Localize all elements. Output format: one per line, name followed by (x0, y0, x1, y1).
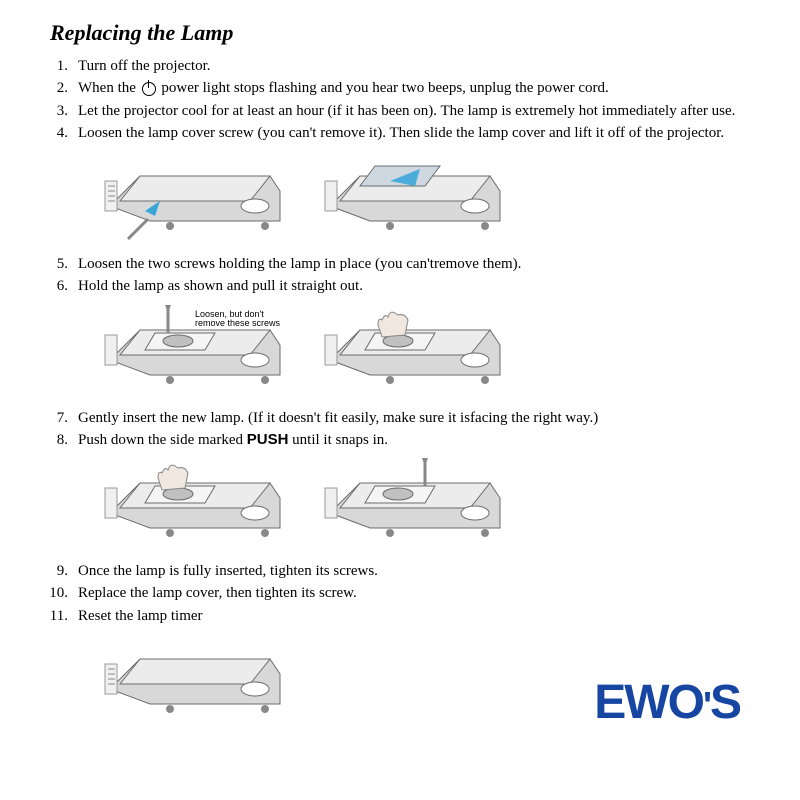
step-11: 11. Reset the lamp timer (40, 606, 770, 626)
projector-diagram (100, 151, 290, 246)
step-7: 7. Gently insert the new lamp. (If it doe… (40, 408, 770, 428)
step-text-after: until it snaps in. (288, 432, 388, 448)
step-text: Gently insert the new lamp. (If it doesn… (78, 410, 598, 426)
step-3: 3. Let the projector cool for at least an… (40, 101, 770, 121)
step-4: 4. Loosen the lamp cover screw (you can't… (40, 123, 770, 143)
step-6: 6. Hold the lamp as shown and pull it str… (40, 276, 770, 296)
illustration-row-3 (100, 458, 770, 553)
step-9: 9. Once the lamp is fully inserted, tight… (40, 561, 770, 581)
step-8: 8. Push down the side marked PUSH until i… (40, 430, 770, 450)
step-text: Turn off the projector. (78, 58, 211, 74)
step-num: 7. (40, 408, 68, 428)
caption-text: remove these screws (195, 318, 281, 328)
instruction-list-3: 7. Gently insert the new lamp. (If it doe… (30, 408, 770, 451)
step-num: 8. (40, 430, 68, 450)
step-text: Let the projector cool for at least an h… (78, 103, 735, 119)
illustration-row-1 (100, 151, 770, 246)
projector-diagram-open: Loosen, but don't remove these screws (100, 305, 290, 400)
step-num: 3. (40, 101, 68, 121)
step-text: Loosen the lamp cover screw (you can't r… (78, 125, 724, 141)
illustration-row-2: Loosen, but don't remove these screws (100, 305, 770, 400)
step-text-before: Push down the side marked (78, 432, 247, 448)
step-text-before: When the (78, 80, 140, 96)
step-1: 1. Turn off the projector. (40, 56, 770, 76)
step-10: 10. Replace the lamp cover, then tighten … (40, 583, 770, 603)
step-5: 5. Loosen the two screws holding the lamp… (40, 254, 770, 274)
step-num: 5. (40, 254, 68, 274)
projector-diagram-hand (320, 305, 510, 400)
instruction-list: 1. Turn off the projector. 2. When the pow… (30, 56, 770, 143)
step-num: 10. (40, 583, 68, 603)
step-text: Once the lamp is fully inserted, tighten… (78, 563, 378, 579)
push-label: PUSH (247, 431, 289, 448)
step-text-after: power light stops flashing and you hear … (158, 80, 609, 96)
step-num: 4. (40, 123, 68, 143)
projector-diagram (320, 151, 510, 246)
power-icon (142, 82, 156, 96)
step-num: 6. (40, 276, 68, 296)
step-text: Replace the lamp cover, then tighten its… (78, 585, 357, 601)
projector-diagram-final (100, 634, 290, 729)
step-num: 11. (40, 606, 68, 626)
page-title: Replacing the Lamp (50, 20, 770, 46)
step-text: Loosen the two screws holding the lamp i… (78, 256, 521, 272)
step-num: 9. (40, 561, 68, 581)
step-text: Hold the lamp as shown and pull it strai… (78, 278, 363, 294)
brand-logo: EWO'S (594, 675, 740, 730)
step-num: 2. (40, 78, 68, 98)
projector-diagram-screw (320, 458, 510, 553)
projector-diagram-insert (100, 458, 290, 553)
step-text: Reset the lamp timer (78, 608, 203, 624)
step-2: 2. When the power light stops flashing an… (40, 78, 770, 98)
instruction-list-2: 5. Loosen the two screws holding the lamp… (30, 254, 770, 297)
step-num: 1. (40, 56, 68, 76)
instruction-list-4: 9. Once the lamp is fully inserted, tight… (30, 561, 770, 626)
